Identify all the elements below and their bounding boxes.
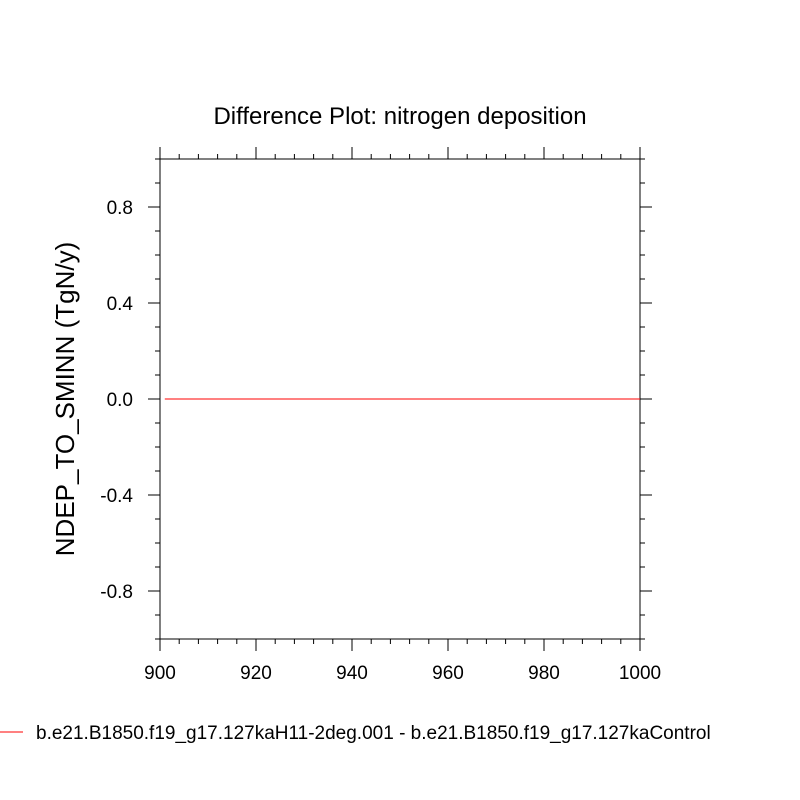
y-tick-label: 0.4 xyxy=(107,294,134,315)
x-tick-label: 960 xyxy=(432,663,464,684)
y-tick-label: -0.8 xyxy=(100,582,133,603)
chart-title: Difference Plot: nitrogen deposition xyxy=(213,103,586,130)
x-tick-label: 900 xyxy=(144,663,176,684)
tick-labels: 900 920 940 960 980 1000 0.8 0.4 0.0 -0.4 -0.8 xyxy=(100,198,661,684)
x-tick-label: 920 xyxy=(240,663,272,684)
legend-label: b.e21.B1850.f19_g17.127kaH11-2deg.001 - … xyxy=(36,723,711,744)
x-tick-label: 1000 xyxy=(619,663,661,684)
x-tick-label: 940 xyxy=(336,663,368,684)
y-tick-label: 0.0 xyxy=(107,390,133,411)
legend: b.e21.B1850.f19_g17.127kaH11-2deg.001 - … xyxy=(0,723,711,744)
axis-ticks xyxy=(148,147,652,651)
y-axis-label: NDEP_TO_SMINN (TgN/y) xyxy=(50,242,80,556)
x-tick-label: 980 xyxy=(528,663,560,684)
y-tick-label: -0.4 xyxy=(100,486,133,507)
y-tick-label: 0.8 xyxy=(107,198,133,219)
